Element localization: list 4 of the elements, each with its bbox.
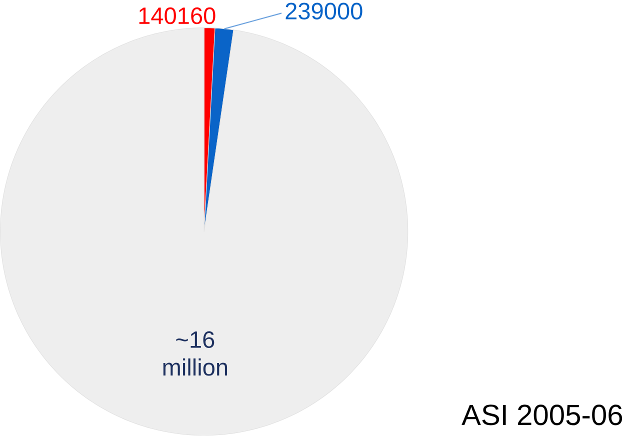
text: ASI 2005-06 — [462, 404, 622, 426]
data-label: 239000 — [286, 2, 362, 20]
data-label: ~16 million — [163, 331, 228, 376]
data-label: 140160 — [139, 8, 216, 24]
